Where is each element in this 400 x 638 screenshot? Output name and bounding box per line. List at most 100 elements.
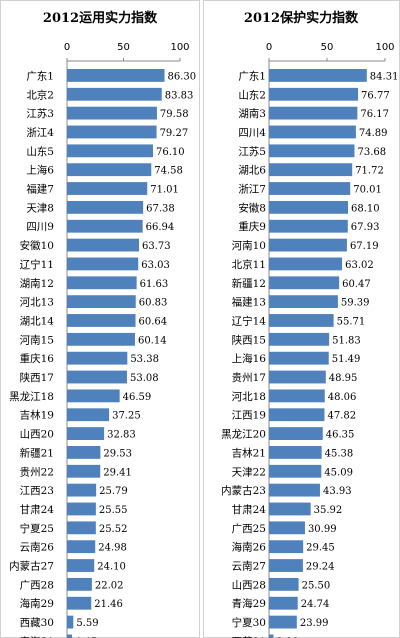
data-label: 76.17	[360, 109, 389, 120]
category-label: 青海31	[20, 635, 54, 638]
category-label: 黑龙江18	[9, 390, 54, 403]
bar	[67, 408, 110, 422]
category-label: 海南29	[20, 597, 54, 610]
category-label: 吉林19	[20, 409, 54, 422]
data-label: 74.58	[154, 166, 183, 177]
category-label: 内蒙古27	[9, 560, 54, 573]
category-label: 海南26	[232, 541, 267, 554]
category-label: 河北13	[20, 297, 54, 309]
bar	[67, 446, 101, 459]
category-label: 山西20	[20, 429, 54, 441]
bar	[67, 295, 136, 309]
category-label: 福建13	[232, 296, 266, 309]
data-label: 46.59	[123, 392, 152, 403]
bar	[269, 332, 330, 346]
data-label: 63.73	[142, 241, 171, 252]
data-label: 30.99	[308, 524, 337, 535]
bar	[269, 219, 348, 233]
data-label: 3.90	[277, 637, 299, 638]
data-label: 35.92	[314, 505, 343, 516]
data-label: 48.95	[329, 373, 358, 384]
bar	[269, 125, 356, 139]
chart-operation-strength: 2012运用实力指数 0 50 100 广东1 86.30 北京2 83.83 江苏3 79.58…	[9, 10, 196, 638]
data-label: 29.53	[103, 448, 132, 459]
data-label: 67.19	[350, 241, 379, 252]
data-label: 24.10	[97, 562, 126, 573]
category-label: 四川9	[26, 221, 54, 233]
bar	[269, 464, 322, 478]
data-label: 47.82	[327, 411, 356, 422]
bar	[269, 596, 298, 610]
category-label: 安徽10	[20, 239, 54, 252]
data-label: 25.55	[99, 505, 128, 516]
bar	[67, 615, 74, 629]
data-label: 66.94	[146, 222, 175, 233]
data-label: 68.10	[351, 203, 380, 214]
bar	[269, 163, 353, 177]
category-label: 陕西17	[20, 371, 54, 384]
category-label: 贵州17	[232, 371, 266, 384]
bar	[269, 483, 320, 497]
bar	[269, 276, 340, 290]
bar	[67, 238, 140, 252]
category-label: 黑龙江20	[221, 428, 266, 441]
category-label: 山东2	[238, 88, 266, 101]
data-label: 60.83	[139, 298, 168, 309]
bar	[269, 87, 359, 101]
category-label: 广西28	[20, 579, 54, 591]
bar	[67, 125, 157, 139]
bar	[269, 427, 323, 440]
bar	[67, 370, 127, 384]
bar	[67, 502, 96, 516]
bar	[269, 634, 274, 638]
category-label: 山西28	[232, 579, 266, 591]
category-label: 重庆16	[20, 352, 55, 365]
bar	[67, 596, 92, 610]
category-label: 辽宁11	[20, 258, 54, 271]
data-label: 83.83	[165, 90, 194, 101]
category-label: 江西23	[20, 485, 54, 497]
bar	[269, 577, 299, 591]
bar	[269, 615, 297, 629]
data-label: 60.64	[139, 316, 168, 327]
data-label: 53.38	[130, 354, 159, 365]
x-tick-label: 0	[266, 42, 272, 53]
category-label: 贵州22	[20, 465, 54, 478]
data-label: 24.98	[98, 543, 127, 554]
category-label: 河南10	[232, 239, 266, 252]
data-label: 51.83	[332, 335, 361, 346]
data-label: 45.38	[325, 448, 354, 459]
category-label: 湖北6	[238, 165, 266, 177]
category-label: 北京11	[232, 258, 266, 271]
data-label: 61.63	[140, 279, 169, 290]
data-label: 79.58	[160, 109, 189, 120]
category-label: 广东1	[26, 69, 54, 82]
x-tick-label: 100	[170, 42, 189, 53]
category-label: 福建7	[26, 183, 54, 196]
data-label: 4.45	[75, 637, 97, 638]
data-label: 24.74	[301, 599, 330, 610]
data-label: 53.08	[130, 373, 159, 384]
category-label: 湖北14	[20, 315, 55, 327]
x-tick-label: 50	[321, 42, 334, 53]
category-label: 吉林21	[232, 446, 266, 459]
data-label: 60.47	[342, 279, 371, 290]
category-label: 湖南12	[20, 277, 54, 290]
bar	[67, 200, 144, 214]
bar	[67, 163, 152, 177]
chart-panel-protection: 2012保护实力指数 0 50 100 广东1 84.31 山东2 76.77 湖南3 76.17…	[203, 0, 400, 638]
bar	[269, 69, 367, 82]
data-label: 25.52	[99, 524, 128, 535]
category-label: 云南27	[232, 560, 266, 573]
bar	[67, 351, 128, 365]
chart-title: 2012保护实力指数	[244, 10, 359, 26]
category-label: 重庆9	[238, 220, 266, 233]
category-label: 西藏30	[20, 617, 54, 629]
bar	[269, 200, 348, 214]
bar	[269, 389, 325, 403]
data-label: 22.02	[95, 580, 124, 591]
bar	[67, 464, 101, 478]
category-label: 河南15	[20, 333, 54, 346]
data-label: 79.27	[160, 128, 189, 139]
data-label: 55.71	[337, 316, 366, 327]
